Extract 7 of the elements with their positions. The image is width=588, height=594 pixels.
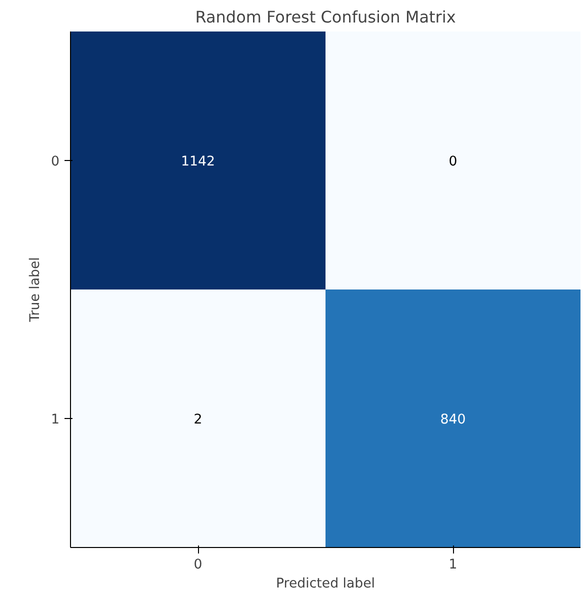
data-label: 2 (194, 412, 202, 428)
y-axis-title: True label (28, 257, 44, 323)
x-axis-title: Predicted label (276, 576, 376, 592)
data-label: 1142 (181, 154, 215, 170)
data-label: 840 (440, 412, 466, 428)
data-label: 0 (448, 154, 458, 170)
chart-title: Random Forest Confusion Matrix (195, 8, 456, 26)
